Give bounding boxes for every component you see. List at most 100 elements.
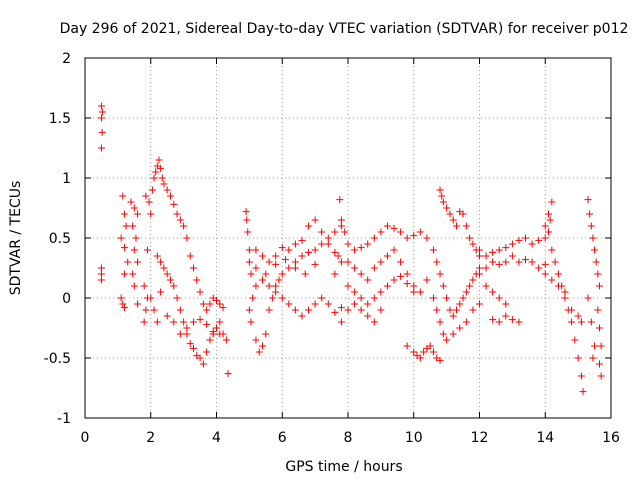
data-point bbox=[397, 258, 405, 266]
data-point bbox=[134, 258, 142, 266]
data-point bbox=[344, 282, 352, 290]
data-point bbox=[331, 248, 339, 256]
data-point bbox=[377, 306, 385, 314]
data-point bbox=[160, 180, 168, 188]
data-point bbox=[476, 246, 483, 254]
data-point bbox=[158, 174, 166, 182]
data-point bbox=[193, 276, 201, 284]
data-point bbox=[482, 252, 490, 260]
data-point bbox=[597, 342, 605, 350]
data-point bbox=[291, 306, 299, 314]
data-point bbox=[98, 108, 106, 116]
data-point bbox=[301, 270, 309, 278]
data-point bbox=[476, 252, 483, 260]
data-point bbox=[97, 264, 105, 272]
data-point bbox=[278, 244, 286, 252]
data-point bbox=[166, 192, 174, 200]
data-point bbox=[466, 282, 474, 290]
data-point bbox=[377, 228, 385, 236]
data-point bbox=[140, 318, 148, 326]
data-point bbox=[554, 282, 562, 290]
data-point bbox=[577, 372, 585, 380]
data-point bbox=[272, 260, 280, 268]
x-tick-label: 2 bbox=[146, 430, 155, 446]
data-point bbox=[189, 318, 197, 326]
data-point bbox=[429, 348, 437, 356]
data-point bbox=[318, 294, 326, 302]
data-point bbox=[579, 388, 587, 396]
data-point bbox=[244, 228, 252, 236]
data-point bbox=[157, 288, 165, 296]
data-point bbox=[410, 288, 418, 296]
x-tick-label: 8 bbox=[344, 430, 353, 446]
data-points bbox=[97, 102, 605, 396]
y-tick-label: -0.5 bbox=[44, 351, 71, 367]
data-point bbox=[443, 204, 451, 212]
data-point bbox=[285, 246, 293, 254]
data-point bbox=[410, 232, 418, 240]
data-point bbox=[594, 306, 602, 314]
data-point bbox=[213, 324, 220, 332]
data-point bbox=[449, 216, 457, 224]
data-point bbox=[268, 294, 276, 302]
data-point bbox=[446, 210, 454, 218]
data-point bbox=[150, 174, 158, 182]
data-point bbox=[318, 228, 326, 236]
data-point bbox=[548, 246, 556, 254]
data-point bbox=[502, 244, 510, 252]
data-point bbox=[176, 216, 184, 224]
data-point bbox=[176, 306, 184, 314]
data-point bbox=[403, 234, 411, 242]
data-point bbox=[120, 244, 128, 252]
data-point bbox=[351, 300, 359, 308]
data-point bbox=[157, 258, 165, 266]
data-point bbox=[482, 264, 490, 272]
data-point bbox=[119, 300, 127, 308]
data-point bbox=[489, 288, 497, 296]
data-point bbox=[196, 354, 204, 362]
data-point bbox=[433, 306, 441, 314]
data-point bbox=[311, 216, 319, 224]
data-point bbox=[311, 260, 319, 268]
data-point bbox=[584, 294, 592, 302]
data-point bbox=[561, 288, 569, 296]
data-point bbox=[403, 280, 411, 288]
data-point bbox=[291, 240, 299, 248]
data-point bbox=[97, 114, 105, 122]
data-point bbox=[259, 252, 267, 260]
data-point bbox=[586, 210, 594, 218]
data-point bbox=[265, 258, 273, 266]
data-point bbox=[120, 304, 128, 312]
data-point bbox=[410, 282, 418, 290]
data-point bbox=[344, 240, 352, 248]
chart-title: Day 296 of 2021, Sidereal Day-to-day VTE… bbox=[60, 21, 629, 37]
data-point bbox=[275, 276, 283, 284]
data-point bbox=[541, 222, 549, 230]
data-point bbox=[272, 288, 280, 296]
x-tick-label: 0 bbox=[81, 430, 90, 446]
x-tick-label: 4 bbox=[212, 430, 221, 446]
data-point bbox=[97, 270, 105, 278]
data-point bbox=[311, 300, 319, 308]
data-point bbox=[97, 102, 105, 110]
data-point bbox=[364, 300, 372, 308]
data-point bbox=[489, 258, 497, 266]
data-point bbox=[247, 318, 255, 326]
data-point bbox=[436, 270, 444, 278]
data-point bbox=[132, 234, 140, 242]
data-point bbox=[370, 318, 378, 326]
x-axis-label: GPS time / hours bbox=[285, 459, 402, 475]
data-point bbox=[209, 328, 217, 336]
data-point bbox=[423, 276, 431, 284]
data-point bbox=[224, 370, 232, 378]
y-tick-label: 1 bbox=[62, 171, 71, 187]
data-point bbox=[423, 234, 431, 242]
data-point bbox=[243, 216, 251, 224]
data-point bbox=[522, 234, 530, 242]
data-point bbox=[344, 258, 352, 266]
data-point bbox=[130, 204, 138, 212]
data-point bbox=[142, 306, 150, 314]
data-point bbox=[305, 248, 313, 256]
data-point bbox=[528, 258, 536, 266]
data-point bbox=[595, 282, 603, 290]
